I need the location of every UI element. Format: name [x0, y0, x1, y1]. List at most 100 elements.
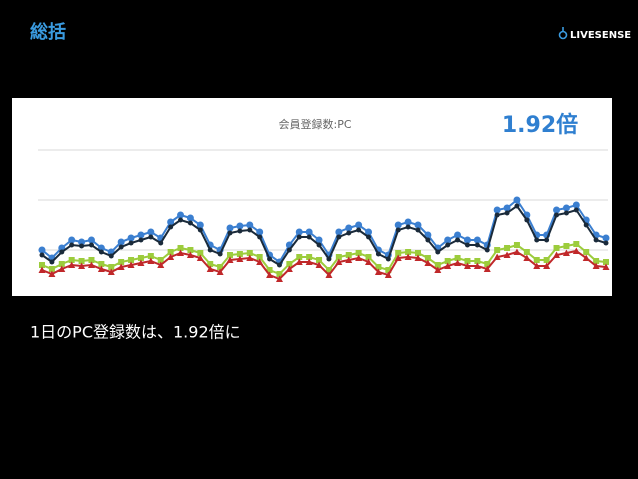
marker — [147, 257, 155, 264]
marker — [494, 247, 501, 253]
marker — [286, 261, 293, 267]
marker — [196, 254, 204, 261]
marker — [355, 221, 363, 229]
marker — [207, 247, 213, 253]
marker — [49, 259, 55, 265]
marker — [473, 236, 481, 244]
marker — [523, 254, 531, 261]
marker — [563, 243, 570, 249]
marker — [493, 206, 501, 214]
marker — [603, 259, 609, 265]
marker — [316, 242, 322, 248]
marker — [168, 224, 174, 230]
marker — [257, 234, 263, 240]
marker — [374, 268, 382, 275]
marker — [454, 231, 462, 239]
marker — [513, 248, 521, 255]
slide-title: 総括 — [30, 21, 66, 43]
marker — [346, 230, 352, 236]
marker — [207, 261, 214, 267]
marker — [39, 262, 45, 268]
marker — [602, 234, 610, 242]
marker — [266, 271, 274, 278]
marker — [543, 257, 550, 263]
marker — [474, 258, 481, 264]
marker — [463, 236, 471, 244]
marker — [217, 251, 223, 257]
marker — [237, 228, 243, 234]
chart-title: 会員登録数:PC — [278, 117, 351, 131]
marker — [404, 253, 412, 260]
marker — [68, 261, 76, 268]
marker — [435, 249, 441, 255]
marker — [404, 218, 412, 226]
marker — [247, 227, 253, 233]
marker — [424, 255, 431, 261]
marker — [197, 250, 204, 256]
marker — [236, 222, 244, 230]
marker — [553, 206, 561, 214]
marker — [227, 252, 233, 258]
marker — [385, 267, 392, 273]
marker — [107, 268, 115, 275]
marker — [335, 254, 342, 260]
marker — [197, 227, 203, 233]
marker — [128, 257, 135, 263]
marker — [562, 249, 570, 256]
marker — [463, 262, 471, 269]
marker — [127, 234, 135, 242]
marker — [117, 263, 125, 270]
marker — [445, 242, 451, 248]
marker — [98, 249, 104, 255]
marker — [326, 256, 332, 262]
marker — [117, 238, 125, 246]
marker — [227, 230, 233, 236]
marker — [69, 242, 75, 248]
marker — [147, 228, 155, 236]
marker — [246, 250, 253, 256]
marker — [544, 237, 550, 243]
series-line — [41, 198, 607, 264]
marker — [88, 257, 95, 263]
marker — [295, 258, 303, 265]
marker — [414, 254, 422, 261]
marker — [503, 251, 511, 258]
marker — [503, 204, 511, 212]
marker — [128, 240, 134, 246]
marker — [454, 259, 462, 266]
marker — [444, 262, 452, 269]
marker — [582, 254, 590, 261]
marker — [355, 250, 362, 256]
marker — [405, 224, 411, 230]
marker — [177, 245, 184, 251]
series-line — [41, 249, 607, 281]
marker — [573, 241, 580, 247]
marker — [425, 237, 431, 243]
marker — [118, 244, 124, 250]
marker — [48, 270, 56, 277]
marker — [513, 242, 520, 248]
marker — [355, 254, 363, 261]
marker — [375, 264, 382, 270]
marker — [345, 224, 353, 232]
marker — [483, 265, 491, 272]
marker — [365, 258, 373, 265]
marker — [385, 256, 391, 262]
marker — [59, 249, 65, 255]
marker — [325, 271, 333, 278]
marker — [335, 258, 343, 265]
marker — [533, 262, 541, 269]
marker — [276, 262, 282, 268]
marker — [473, 262, 481, 269]
marker — [484, 261, 491, 267]
marker — [434, 266, 442, 273]
marker — [533, 257, 540, 263]
marker — [286, 247, 292, 253]
marker — [415, 250, 421, 256]
marker — [78, 262, 86, 269]
marker — [256, 258, 264, 265]
marker — [602, 263, 610, 270]
caption: 1日のPC登録数は、1.92倍に — [30, 323, 241, 342]
marker — [108, 253, 114, 259]
marker — [474, 242, 480, 248]
